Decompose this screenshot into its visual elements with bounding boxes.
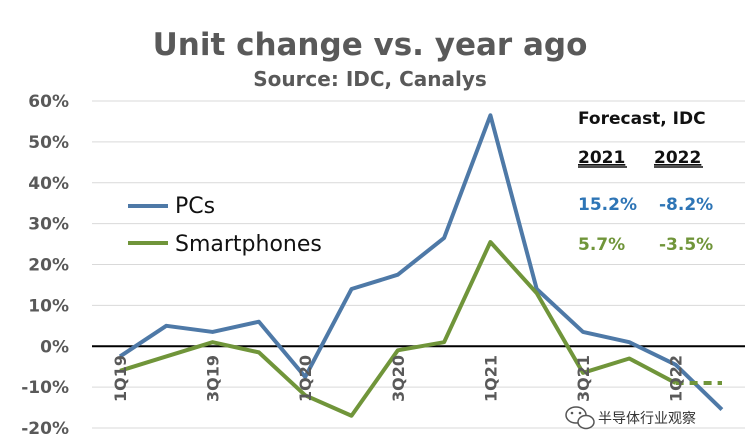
x-tick-label: 3Q21	[574, 355, 593, 402]
legend: PCs Smartphones	[128, 194, 322, 257]
gridlines	[92, 100, 745, 429]
y-tick-label: -10%	[21, 378, 69, 398]
x-tick-label: 1Q19	[111, 355, 130, 402]
forecast-table: Forecast, IDC 2021 2022 15.2% -8.2% 5.7%…	[578, 109, 713, 255]
legend-label-pcs: PCs	[175, 194, 215, 219]
forecast-pcs-2021: 15.2%	[578, 195, 637, 215]
x-tick-label: 1Q22	[667, 355, 686, 402]
series-line-pcs	[118, 113, 724, 412]
forecast-smartphones-2022: -3.5%	[659, 235, 713, 255]
x-tick-label: 3Q19	[204, 355, 223, 402]
forecast-smartphones-2021: 5.7%	[578, 235, 625, 255]
y-tick-label: -20%	[21, 419, 69, 439]
y-tick-label: 50%	[28, 133, 69, 153]
forecast-year-2022: 2022	[654, 148, 701, 168]
y-tick-label: 30%	[28, 215, 69, 235]
forecast-title: Forecast, IDC	[578, 109, 706, 129]
legend-label-smartphones: Smartphones	[175, 232, 322, 257]
y-tick-label: 20%	[28, 256, 69, 276]
chart-subtitle: Source: IDC, Canalys	[253, 67, 487, 91]
y-tick-label: 0%	[40, 337, 69, 357]
y-tick-label: 10%	[28, 296, 69, 316]
x-tick-label: 1Q21	[481, 355, 500, 402]
x-tick-label: 1Q20	[296, 355, 315, 402]
y-tick-label: 60%	[28, 92, 69, 112]
wechat-icon	[565, 406, 595, 430]
chart-title: Unit change vs. year ago	[153, 27, 588, 63]
watermark: 半导体行业观察	[565, 406, 696, 430]
series-line-smartphones	[119, 240, 677, 418]
watermark-text: 半导体行业观察	[598, 410, 696, 427]
forecast-year-2021: 2021	[578, 148, 625, 168]
x-tick-label: 3Q20	[389, 355, 408, 402]
y-tick-label: 40%	[28, 174, 69, 194]
x-axis-tick-labels: 1Q19 3Q19 1Q20 3Q20 1Q21 3Q21 1Q22	[111, 355, 686, 402]
y-axis-tick-labels: 60% 50% 40% 30% 20% 10% 0% -10% -20%	[21, 92, 69, 439]
forecast-pcs-2022: -8.2%	[659, 195, 713, 215]
series-lines	[118, 113, 724, 418]
